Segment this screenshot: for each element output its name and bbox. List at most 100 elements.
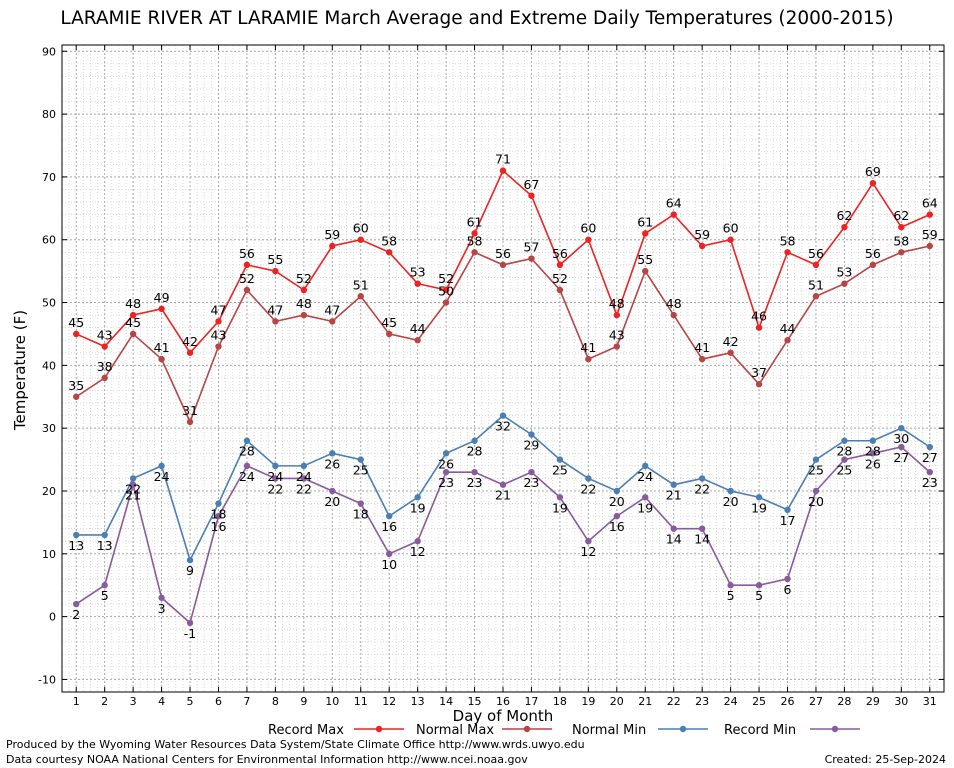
record-min-data-label: 12 — [410, 544, 426, 559]
normal-min-point — [556, 456, 564, 463]
record-min-point — [698, 525, 706, 532]
record-min-point — [499, 481, 507, 488]
record-min-data-label: 23 — [922, 475, 938, 490]
normal-max-data-label: 56 — [495, 246, 511, 261]
normal-max-data-label: 52 — [552, 271, 568, 286]
normal-max-data-label: 45 — [381, 315, 397, 330]
record-max-data-label: 61 — [637, 214, 653, 229]
record-min-data-label: 23 — [523, 475, 539, 490]
normal-min-data-label: 24 — [296, 469, 312, 484]
record-max-data-label: 71 — [495, 152, 511, 167]
record-max-data-label: 55 — [267, 252, 283, 267]
record-min-data-label: 20 — [808, 494, 824, 509]
legend-label-normal-min: Normal Min — [572, 723, 646, 738]
y-tick-label: 90 — [42, 45, 56, 58]
normal-min-data-label: 9 — [186, 563, 194, 578]
record-max-data-label: 60 — [723, 221, 739, 236]
record-min-data-label: 5 — [755, 588, 763, 603]
normal-min-point — [243, 437, 251, 444]
normal-min-data-label: 25 — [552, 463, 568, 478]
normal-min-point — [329, 450, 336, 457]
record-min-data-label: -1 — [184, 626, 196, 641]
x-tick-label: 22 — [667, 695, 681, 708]
record-max-data-label: 53 — [410, 265, 426, 280]
record-min-data-label: 27 — [893, 450, 909, 465]
record-max-point — [613, 311, 621, 319]
series-layer — [73, 167, 933, 627]
normal-max-data-label: 48 — [666, 296, 682, 311]
legend-marker-record-max — [375, 725, 383, 733]
record-max-data-label: 62 — [893, 208, 909, 223]
normal-min-data-label: 22 — [125, 481, 141, 496]
record-min-point — [385, 550, 393, 558]
record-min-data-label: 22 — [296, 481, 312, 496]
normal-min-data-label: 25 — [353, 463, 369, 478]
normal-max-point — [784, 337, 791, 344]
record-min-data-label: 19 — [637, 500, 653, 515]
normal-min-point — [357, 456, 364, 463]
x-tick-label: 21 — [638, 695, 652, 708]
normal-min-data-label: 26 — [438, 456, 454, 471]
normal-min-point — [215, 500, 222, 507]
normal-max-data-label: 51 — [353, 277, 369, 292]
x-tick-label: 28 — [837, 695, 851, 708]
normal-max-data-label: 35 — [68, 378, 84, 393]
normal-min-data-label: 20 — [723, 494, 739, 509]
normal-max-point — [215, 343, 222, 350]
normal-max-point — [670, 311, 677, 319]
record-min-point — [471, 468, 478, 476]
record-max-data-label: 59 — [324, 227, 340, 242]
normal-max-point — [101, 374, 108, 382]
record-max-data-label: 52 — [438, 271, 454, 286]
record-max-data-label: 49 — [154, 290, 170, 305]
major-gridlines — [62, 45, 944, 692]
normal-max-data-label: 57 — [523, 240, 539, 255]
normal-min-data-label: 18 — [211, 507, 227, 522]
normal-min-data-label: 13 — [68, 538, 84, 553]
normal-max-data-label: 53 — [836, 265, 852, 280]
normal-max-point — [300, 311, 308, 319]
x-tick-label: 5 — [187, 695, 194, 708]
normal-max-data-label: 56 — [865, 246, 881, 261]
normal-max-data-label: 41 — [580, 340, 596, 355]
record-min-data-label: 14 — [694, 532, 710, 547]
legend-marker-normal-min — [679, 725, 687, 733]
chart-title: LARAMIE RIVER AT LARAMIE March Average a… — [60, 8, 894, 29]
normal-min-point — [812, 456, 820, 463]
record-max-point — [585, 236, 592, 243]
record-max-data-label: 60 — [580, 221, 596, 236]
record-max-data-label: 69 — [865, 164, 881, 179]
record-max-data-label: 56 — [808, 246, 824, 261]
normal-max-point — [698, 355, 706, 363]
record-min-data-label: 12 — [580, 544, 596, 559]
record-max-point — [898, 223, 905, 231]
record-max-point — [556, 261, 564, 269]
record-max-data-label: 42 — [182, 334, 198, 349]
record-min-point — [129, 481, 137, 488]
record-min-data-label: 26 — [865, 456, 881, 471]
normal-min-point — [841, 437, 848, 444]
record-max-data-label: 46 — [751, 309, 767, 324]
normal-min-point — [499, 412, 507, 419]
record-min-point — [158, 594, 165, 601]
x-tick-label: 26 — [781, 695, 795, 708]
y-tick-label: 40 — [42, 359, 56, 372]
record-max-point — [414, 280, 421, 287]
normal-max-point — [528, 255, 535, 262]
record-min-data-label: 20 — [324, 494, 340, 509]
record-max-point — [186, 349, 194, 356]
normal-min-point — [129, 475, 137, 482]
y-axis-ticks: -10 0 10 20 30 40 50 60 70 80 90 — [38, 45, 944, 686]
normal-min-point — [272, 462, 279, 470]
record-max-point — [755, 324, 763, 331]
record-max-data-label: 64 — [922, 196, 938, 211]
normal-min-data-label: 21 — [666, 488, 682, 503]
record-max-point — [158, 305, 165, 313]
normal-min-point — [300, 462, 308, 470]
normal-max-point — [869, 261, 877, 269]
normal-max-data-label: 52 — [239, 271, 255, 286]
normal-min-data-label: 29 — [523, 437, 539, 452]
record-min-data-label: 22 — [267, 481, 283, 496]
record-max-data-label: 67 — [523, 177, 539, 192]
